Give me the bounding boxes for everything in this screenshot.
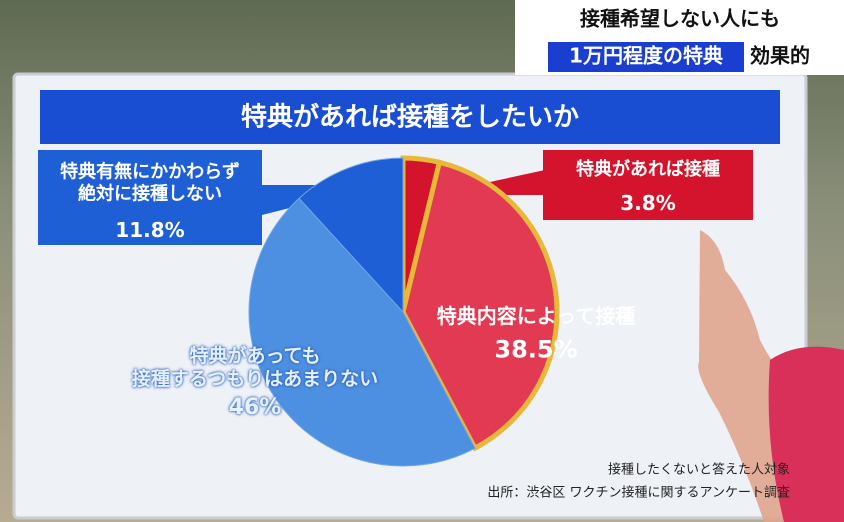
- pie-slice: [298, 157, 404, 314]
- pie-slice: [400, 159, 560, 452]
- value-label: 3.8%: [620, 191, 676, 215]
- chart-title: 特典があれば接種をしたいか: [241, 102, 579, 133]
- pie-slice: [248, 197, 476, 467]
- category-label: 特典内容によって接種: [436, 304, 636, 328]
- title-bar: [40, 90, 780, 144]
- presenter-jacket: [768, 346, 844, 522]
- category-label: 特典があれば接種: [576, 159, 720, 181]
- headline-line: 接種希望しない人にも: [580, 7, 780, 31]
- callout-box: [38, 150, 262, 245]
- category-label: 特典があっても 接種するつもりはあまりない: [131, 345, 379, 390]
- callout-box: [543, 150, 753, 220]
- value-label: 46%: [228, 394, 282, 420]
- value-label: 38.5%: [494, 335, 578, 364]
- source: 出所：渋谷区 ワクチン接種に関するアンケート調査: [487, 485, 790, 501]
- headline-highlight: 1万円程度の特典: [569, 44, 723, 68]
- note: 接種したくないと答えた人対象: [608, 462, 790, 478]
- value-label: 11.8%: [115, 218, 185, 242]
- category-label: 特典有無にかかわらず 絶対に接種しない: [60, 161, 240, 204]
- headline-suffix: 効果的: [750, 44, 810, 68]
- headline-highlight-box: [548, 42, 744, 72]
